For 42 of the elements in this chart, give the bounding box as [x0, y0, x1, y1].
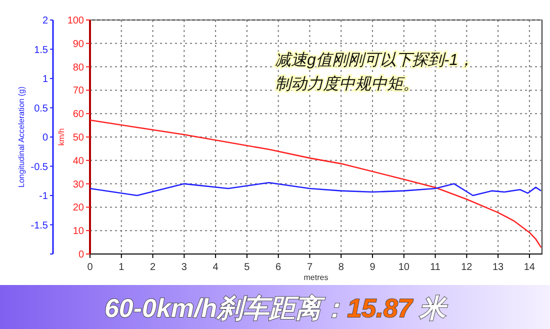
y-tick-label: 60: [72, 109, 84, 120]
y2-axis-title: Longitudinal Acceleration (g): [17, 86, 26, 188]
y-tick-label: 90: [72, 38, 84, 50]
y-axis-title: km/h: [57, 128, 66, 146]
x-tick-label: 2: [150, 262, 156, 273]
y2-tick-label: 0.5: [34, 103, 48, 114]
x-tick-label: 14: [524, 262, 536, 273]
x-tick-label: 11: [430, 262, 441, 273]
x-tick-label: 7: [306, 262, 313, 273]
y-tick-label: 50: [72, 132, 84, 144]
text: 60-0km/h刹车距离：15.87 米: [104, 293, 449, 323]
x-tick-label: 13: [492, 262, 504, 273]
x-tick-label: 6: [276, 262, 282, 273]
line-series: [89, 120, 542, 248]
y-tick-label: 80: [72, 62, 84, 74]
x-tick-label: 10: [398, 262, 410, 273]
y-tick-label: 70: [72, 86, 84, 97]
y2-tick-label: 2: [42, 16, 48, 26]
annotation: 减速g值刚刚可以下探到-1，: [275, 51, 474, 69]
y2-tick-label: 1: [42, 74, 48, 85]
y-tick-label: 10: [72, 226, 84, 238]
line-series: [89, 182, 542, 196]
x-tick-label: 0: [87, 262, 94, 273]
x-tick-label: 12: [461, 262, 473, 273]
y-tick-label: 20: [72, 202, 84, 214]
x-tick-label: 5: [244, 262, 250, 273]
y-tick-label: 30: [72, 179, 84, 190]
y2-tick-label: -0.5: [30, 162, 48, 173]
x-tick-label: 9: [370, 262, 376, 273]
y2-tick-label: 0: [42, 132, 48, 144]
x-tick-label: 3: [181, 262, 188, 273]
y2-tick-label: -1: [39, 191, 48, 202]
x-tick-label: 1: [118, 262, 125, 273]
y-tick-label: 40: [72, 156, 84, 167]
annotation: 制动力度中规中矩。: [275, 75, 419, 93]
y-tick-label: 100: [67, 16, 84, 26]
y-tick-label: 0: [78, 250, 84, 260]
x-tick-label: 8: [338, 262, 344, 273]
x-axis-title: metres: [304, 273, 328, 282]
y2-tick-label: -1.5: [30, 220, 48, 232]
x-tick-label: 4: [212, 262, 219, 273]
y2-tick-label: 1.5: [34, 44, 48, 56]
